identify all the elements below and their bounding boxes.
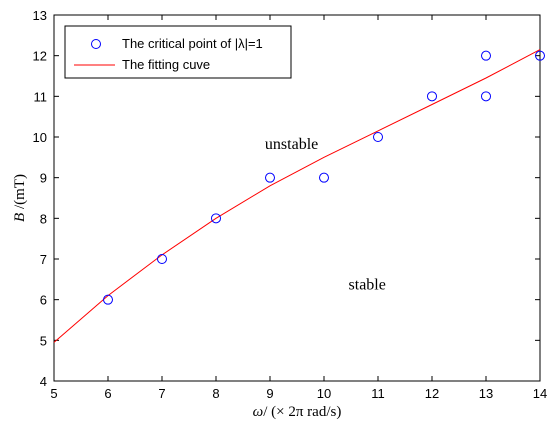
x-tick-label: 6 — [104, 386, 111, 401]
x-axis-label: ω/ (× 2π rad/s) — [253, 404, 342, 420]
annotation-unstable: unstable — [265, 136, 318, 153]
y-axis-symbol: B — [12, 213, 28, 222]
critical-point — [535, 50, 545, 61]
x-tick-label: 12 — [425, 386, 439, 401]
legend-label-critical-point: The critical point of |λ|=1 — [122, 36, 263, 51]
y-tick-label: 8 — [40, 211, 47, 226]
y-axis-unit: /(mT) — [12, 174, 28, 213]
y-tick-label: 7 — [40, 252, 47, 267]
x-tick-label: 11 — [371, 386, 385, 401]
legend: The critical point of |λ|=1 The fitting … — [64, 25, 292, 79]
legend-marker-circle — [91, 39, 101, 49]
critical-point — [427, 91, 437, 102]
y-tick-label: 4 — [40, 374, 47, 389]
fitting-curve-line — [53, 49, 541, 343]
annotations: unstable stable — [265, 136, 386, 293]
x-axis-unit: / (× 2π rad/s) — [263, 404, 341, 420]
critical-point — [103, 294, 113, 305]
legend-label-fitting-curve: The fitting cuve — [122, 57, 210, 72]
x-tick-label: 9 — [266, 386, 273, 401]
critical-point — [157, 254, 167, 264]
y-tick-label: 13 — [33, 8, 47, 23]
fitting-curve-layer — [53, 49, 541, 343]
y-tick-label: 11 — [34, 89, 48, 104]
critical-point — [481, 91, 491, 102]
y-tick-label: 10 — [33, 130, 47, 145]
critical-point — [211, 213, 221, 224]
y-tick-label: 6 — [40, 293, 47, 308]
critical-point — [319, 172, 329, 183]
critical-point — [265, 172, 275, 183]
x-tick-label: 13 — [479, 386, 493, 401]
x-tick-label: 7 — [158, 386, 165, 401]
x-axis-symbol: ω — [253, 404, 264, 420]
y-tick-label: 9 — [40, 171, 47, 186]
legend-box — [64, 25, 292, 79]
x-tick-label: 8 — [212, 386, 219, 401]
annotation-stable: stable — [349, 277, 386, 294]
y-tick-label: 5 — [40, 333, 47, 348]
x-tick-label: 14 — [533, 386, 547, 401]
y-axis-label: B /(mT) — [12, 174, 28, 222]
critical-points-layer — [103, 50, 545, 305]
y-tick-label: 12 — [33, 49, 47, 64]
critical-point — [481, 50, 491, 61]
critical-point — [373, 132, 383, 142]
x-tick-label: 5 — [50, 386, 57, 401]
x-tick-label: 10 — [317, 386, 331, 401]
